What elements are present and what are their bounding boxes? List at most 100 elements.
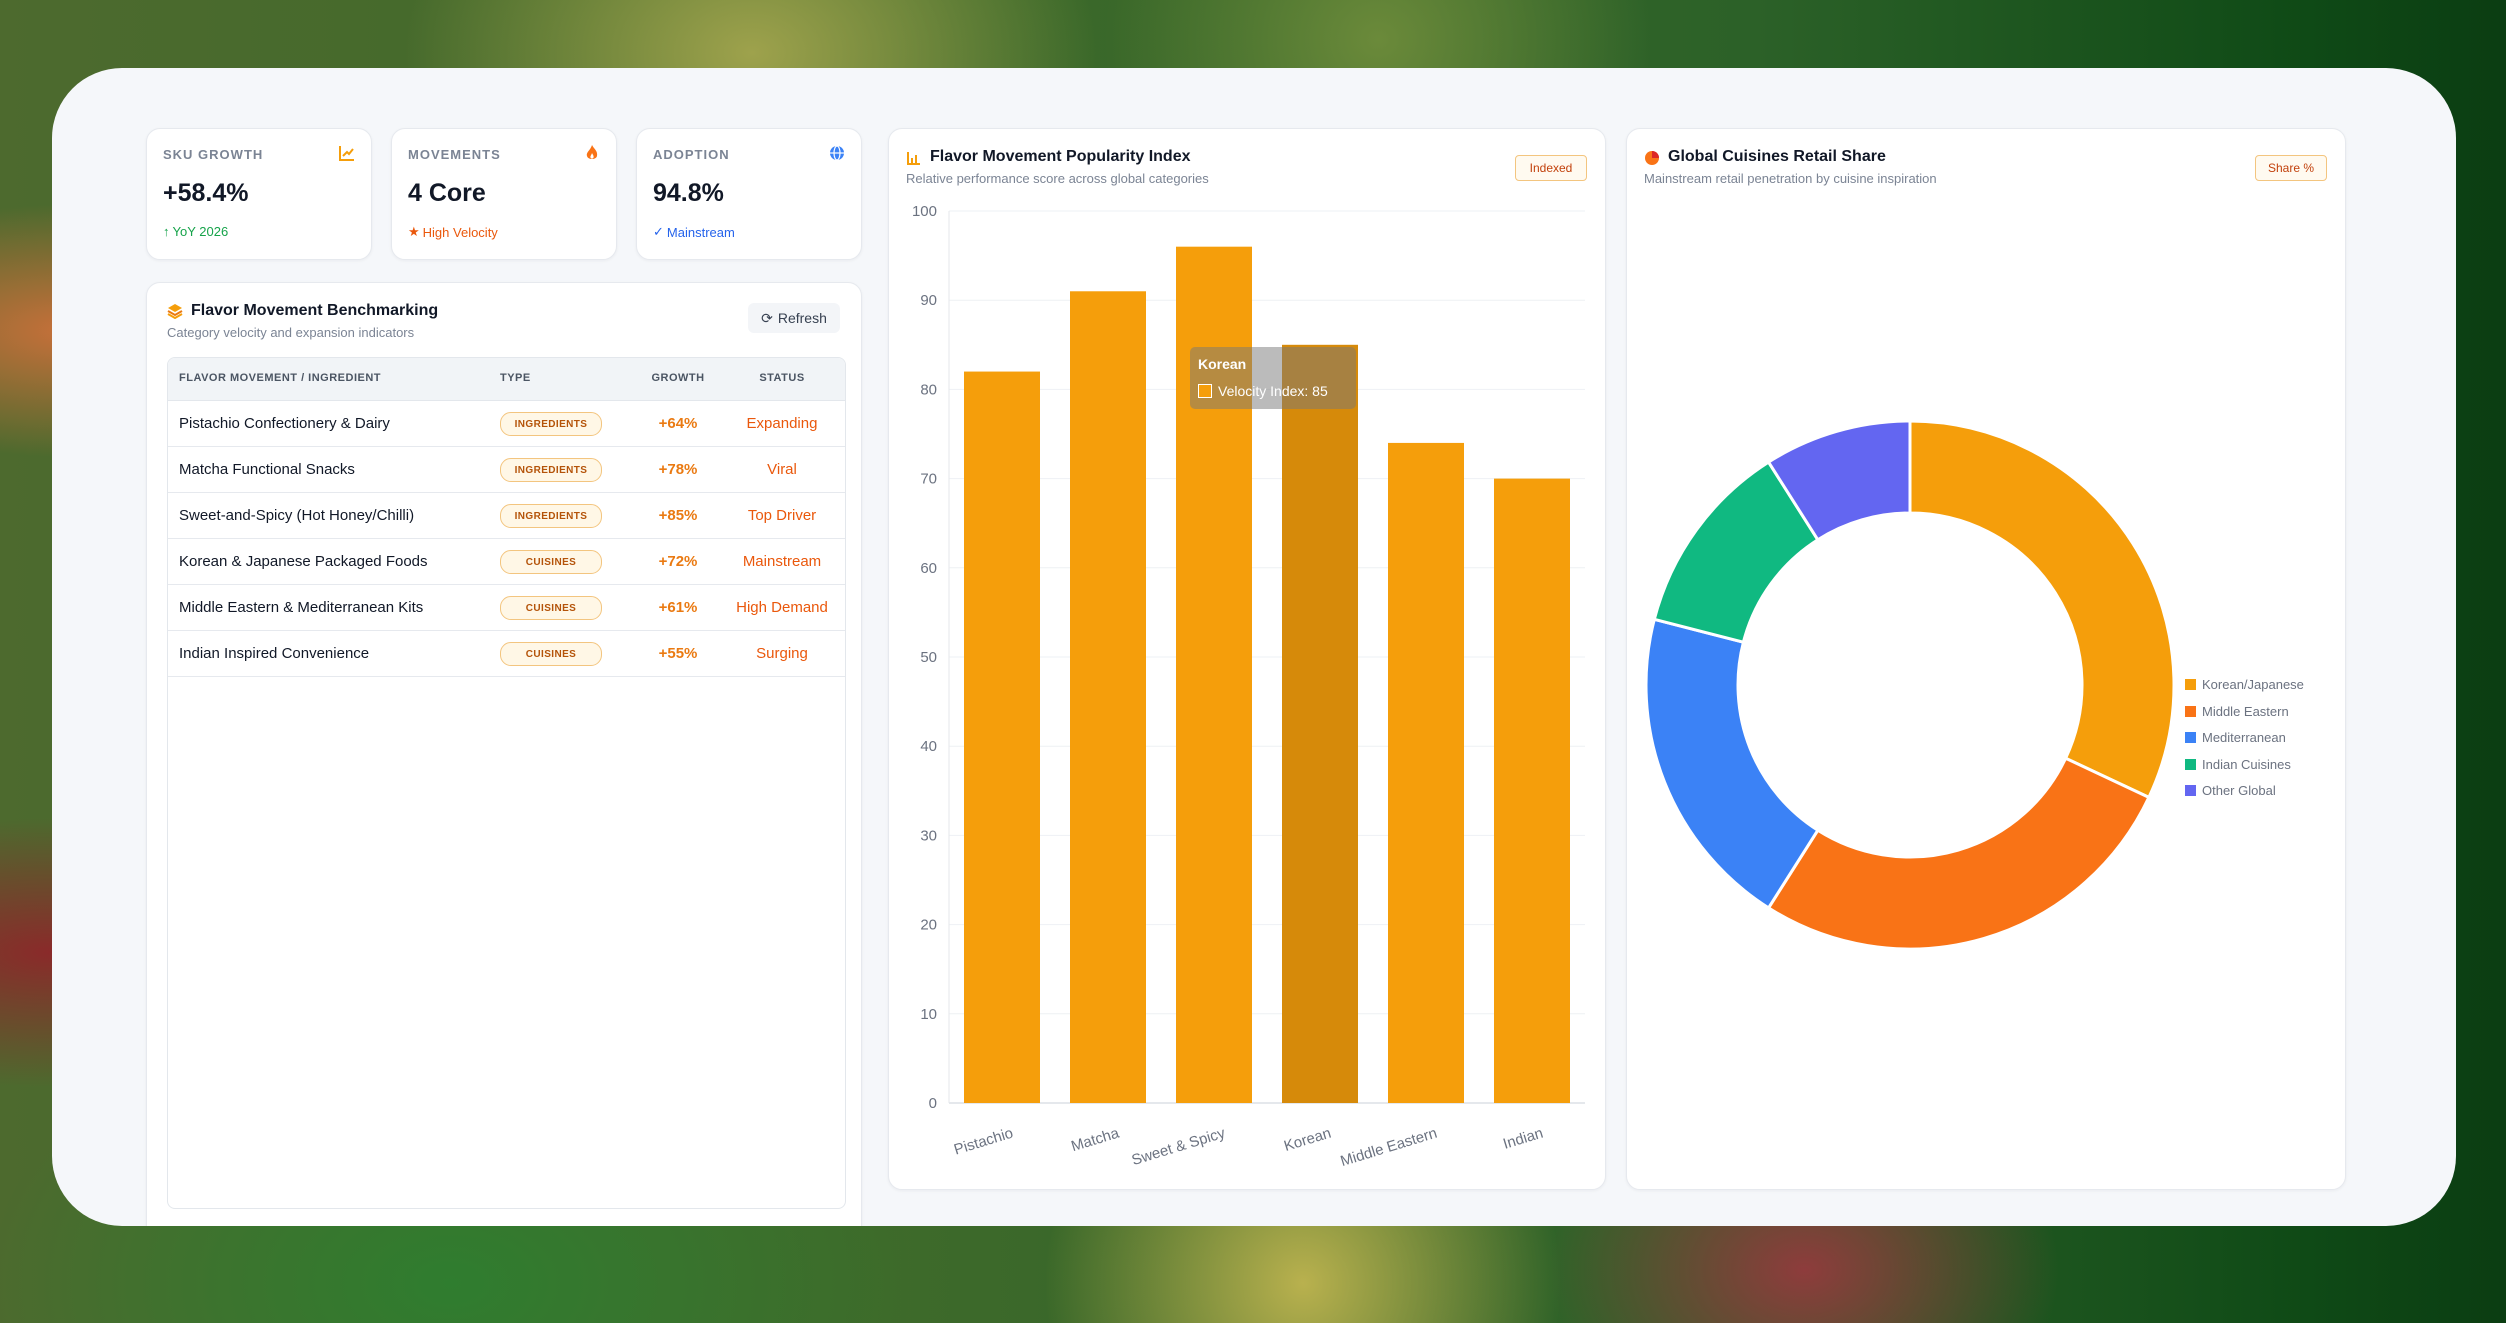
benchmark-title: Flavor Movement Benchmarking xyxy=(191,302,439,319)
legend-label: Middle Eastern xyxy=(2202,703,2289,719)
column-header-status: STATUS xyxy=(759,372,805,384)
arrow-up-icon: ↑ xyxy=(163,224,170,239)
tooltip-title: Korean xyxy=(1198,356,1247,372)
growth-value: +64% xyxy=(658,415,698,432)
bar-chart-panel: Flavor Movement Popularity Index Relativ… xyxy=(888,128,1606,1190)
kpi-label: MOVEMENTS xyxy=(408,147,501,162)
bar-chart: 0 10 20 30 40 50 60 70 80 90 100 Pistachio Matcha Swe… xyxy=(912,203,1585,1171)
growth-value: +61% xyxy=(658,599,698,616)
x-tick-label: Pistachio xyxy=(952,1125,1015,1159)
growth-value: +78% xyxy=(658,461,698,478)
bar[interactable] xyxy=(1070,291,1146,1103)
bar[interactable] xyxy=(1388,442,1464,1103)
status-value: High Demand xyxy=(736,599,828,616)
x-tick-label: Matcha xyxy=(1069,1124,1122,1155)
y-tick-label: 50 xyxy=(920,649,937,666)
legend-item[interactable]: Korean/Japanese xyxy=(2185,677,2304,692)
type-badge: CUISINES xyxy=(500,596,602,620)
status-value: Viral xyxy=(767,461,797,478)
kpi-value: 4 Core xyxy=(408,179,486,207)
legend-label: Mediterranean xyxy=(2202,730,2286,745)
legend-swatch xyxy=(2185,758,2196,770)
star-icon: ★ xyxy=(408,224,420,239)
type-badge: CUISINES xyxy=(500,550,602,574)
bar-chart-title: Flavor Movement Popularity Index xyxy=(930,148,1191,165)
layers-icon xyxy=(167,304,183,319)
flavor-name: Pistachio Confectionery & Dairy xyxy=(179,415,390,432)
kpi-subtext: ✓ Mainstream xyxy=(653,224,735,240)
table-row[interactable]: Pistachio Confectionery & Dairy INGREDIEN… xyxy=(168,401,845,447)
donut-slice[interactable] xyxy=(1644,617,1820,910)
refresh-button[interactable]: ⟳ Refresh xyxy=(748,303,840,333)
legend-swatch xyxy=(2185,785,2196,796)
refresh-label: Refresh xyxy=(777,310,827,326)
status-value: Surging xyxy=(756,645,808,662)
kpi-value: 94.8% xyxy=(653,179,724,207)
legend-label: Other Global xyxy=(2202,783,2276,798)
donut-chart-title: Global Cuisines Retail Share xyxy=(1668,148,1886,165)
bar-chart-icon xyxy=(907,152,920,165)
y-tick-label: 100 xyxy=(912,203,937,220)
kpi-value: +58.4% xyxy=(163,179,249,207)
kpi-subtext: ↑ YoY 2026 xyxy=(163,224,228,239)
y-tick-label: 60 xyxy=(920,560,937,577)
table-row[interactable]: Middle Eastern & Mediterranean Kits CUISI… xyxy=(168,585,845,631)
y-tick-label: 70 xyxy=(920,471,937,488)
indexed-badge: Indexed xyxy=(1515,155,1587,181)
growth-value: +55% xyxy=(658,645,698,662)
tooltip-body: Velocity Index: 85 xyxy=(1198,383,1328,399)
table-row[interactable]: Indian Inspired Convenience CUISINES +55% S… xyxy=(168,631,845,677)
type-badge: INGREDIENTS xyxy=(500,504,602,528)
legend-item[interactable]: Middle Eastern xyxy=(2185,704,2289,719)
type-badge: INGREDIENTS xyxy=(500,458,602,482)
growth-value: +85% xyxy=(658,507,698,524)
y-tick-label: 20 xyxy=(920,917,937,934)
column-header-flavor: FLAVOR MOVEMENT / INGREDIENT xyxy=(179,372,382,384)
donut-chart xyxy=(1644,419,2176,951)
status-value: Top Driver xyxy=(747,507,817,524)
kpi-sub-label: High Velocity xyxy=(422,224,498,240)
dashboard-card: SKU GROWTH +58.4% ↑ YoY 2026 MOVEMENTS 4… xyxy=(52,68,2456,1226)
x-tick-label: Sweet & Spicy xyxy=(1130,1124,1228,1169)
trend-chart-icon xyxy=(339,146,354,161)
flavor-name: Sweet-and-Spicy (Hot Honey/Chilli) xyxy=(179,507,415,524)
chart-legend: Korean/Japanese Middle Eastern Mediterrane… xyxy=(2185,677,2335,807)
kpi-sub-label: YoY 2026 xyxy=(172,224,229,239)
benchmark-table: FLAVOR MOVEMENT / INGREDIENT TYPE GROWTH… xyxy=(167,357,846,1209)
legend-item[interactable]: Mediterranean xyxy=(2185,730,2286,745)
x-tick-label: Korean xyxy=(1282,1125,1333,1155)
y-tick-label: 90 xyxy=(920,292,937,309)
flavor-name: Indian Inspired Convenience xyxy=(179,645,370,662)
kpi-sub-label: Mainstream xyxy=(666,224,735,240)
kpi-card-sku-growth: SKU GROWTH +58.4% ↑ YoY 2026 xyxy=(146,128,372,260)
table-row[interactable]: Matcha Functional Snacks INGREDIENTS +78% V… xyxy=(168,447,845,493)
y-tick-label: 10 xyxy=(920,1006,937,1023)
y-tick-label: 40 xyxy=(920,738,937,755)
legend-swatch xyxy=(2185,732,2196,743)
bar[interactable] xyxy=(1494,478,1570,1104)
legend-item[interactable]: Other Global xyxy=(2185,783,2276,798)
donut-chart-panel: Global Cuisines Retail Share Mainstream … xyxy=(1626,128,2346,1190)
flavor-name: Matcha Functional Snacks xyxy=(179,461,355,478)
status-value: Mainstream xyxy=(742,553,822,570)
table-body: Pistachio Confectionery & Dairy INGREDIEN… xyxy=(168,401,845,677)
bar[interactable] xyxy=(964,371,1040,1103)
donut-slice[interactable] xyxy=(1766,756,2151,951)
bar[interactable] xyxy=(1282,344,1358,1103)
column-header-type: TYPE xyxy=(500,372,531,384)
fire-icon xyxy=(586,145,598,159)
status-value: Expanding xyxy=(746,415,818,432)
legend-label: Korean/Japanese xyxy=(2202,677,2304,692)
flavor-name: Middle Eastern & Mediterranean Kits xyxy=(179,599,424,616)
table-row[interactable]: Korean & Japanese Packaged Foods CUISINES… xyxy=(168,539,845,585)
x-tick-label: Middle Eastern xyxy=(1339,1125,1440,1171)
table-row[interactable]: Sweet-and-Spicy (Hot Honey/Chilli) INGRED… xyxy=(168,493,845,539)
legend-item[interactable]: Indian Cuisines xyxy=(2185,757,2291,772)
share-badge: Share % xyxy=(2255,155,2327,181)
kpi-label: SKU GROWTH xyxy=(163,147,264,162)
donut-slice[interactable] xyxy=(1766,419,1912,542)
donut-slice[interactable] xyxy=(1908,419,2176,800)
kpi-card-movements: MOVEMENTS 4 Core ★ High Velocity xyxy=(391,128,617,260)
column-header-growth: GROWTH xyxy=(651,372,705,384)
